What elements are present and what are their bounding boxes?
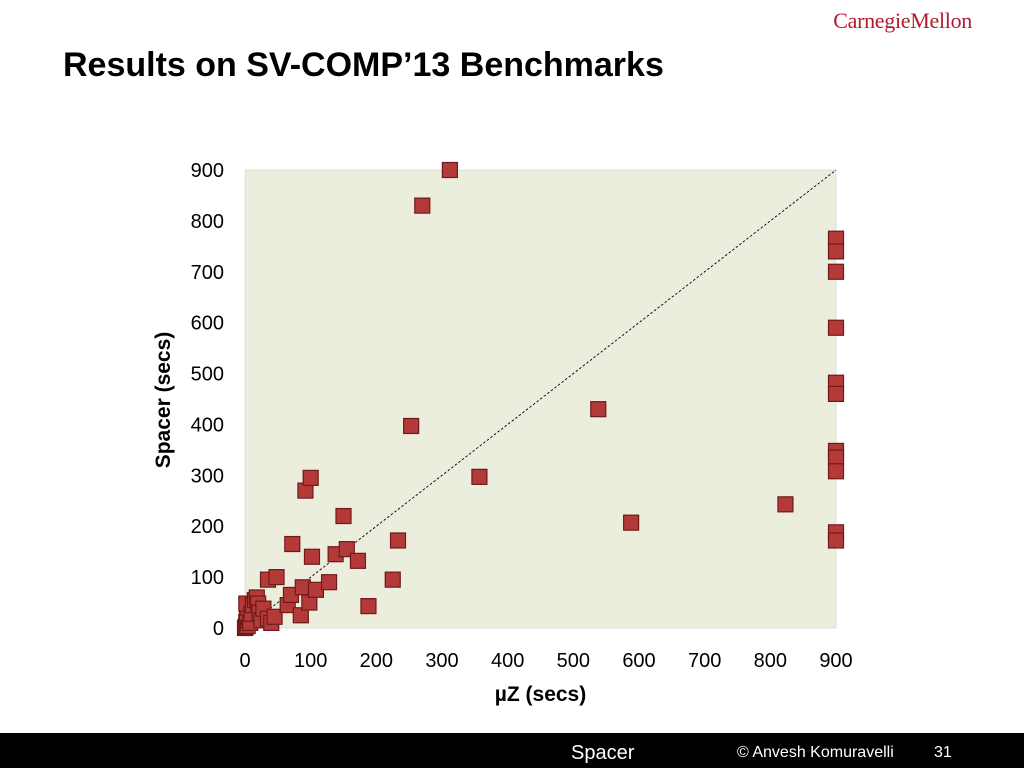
data-point	[284, 535, 301, 553]
data-point	[623, 514, 640, 531]
x-tick-label: 600	[622, 650, 655, 672]
x-tick-label: 800	[754, 650, 787, 672]
x-axis-ticks: 0 100 200 300 400 500 600 700 800 900	[239, 650, 852, 672]
data-point	[777, 496, 794, 513]
university-logo: CarnegieMellon	[833, 8, 972, 33]
y-tick-label: 400	[191, 414, 224, 436]
y-axis-ticks: 0 100 200 300 400 500 600 700 800 900	[191, 160, 224, 640]
y-tick-label: 300	[191, 465, 224, 487]
data-point	[349, 552, 367, 569]
y-tick-label: 600	[191, 313, 224, 335]
x-tick-label: 700	[688, 650, 721, 672]
data-point	[320, 574, 338, 591]
data-point	[403, 417, 420, 435]
data-point	[441, 161, 458, 179]
slide-title: Results on SV-COMP’13 Benchmarks	[63, 46, 664, 84]
data-point	[335, 507, 352, 525]
data-point	[827, 319, 845, 336]
data-point	[827, 243, 845, 260]
data-point	[292, 607, 309, 624]
diagonal-reference-line	[244, 169, 837, 629]
data-point	[471, 468, 488, 485]
y-tick-label: 200	[191, 516, 224, 538]
data-point	[827, 385, 845, 403]
footer-title: Spacer	[571, 742, 635, 764]
data-point	[827, 532, 845, 549]
data-point	[827, 263, 845, 280]
y-tick-label: 900	[191, 160, 224, 182]
x-tick-label: 0	[239, 650, 250, 672]
data-point	[414, 197, 431, 214]
x-tick-label: 300	[425, 650, 458, 672]
y-tick-label: 800	[191, 211, 224, 233]
x-axis-title: µZ (secs)	[495, 683, 586, 706]
y-axis-title: Spacer (secs)	[152, 332, 175, 469]
y-tick-label: 500	[191, 364, 224, 386]
y-tick-label: 700	[191, 262, 224, 284]
data-point	[360, 598, 377, 615]
x-tick-label: 200	[360, 650, 393, 672]
data-point	[827, 449, 845, 466]
y-tick-label: 100	[191, 567, 224, 589]
x-tick-label: 100	[294, 650, 327, 672]
x-tick-label: 400	[491, 650, 524, 672]
data-point	[827, 463, 845, 480]
data-point	[389, 532, 407, 549]
data-point	[303, 548, 321, 565]
page-number: 31	[934, 744, 952, 761]
data-point	[302, 469, 319, 486]
data-points	[236, 161, 845, 637]
x-tick-label: 900	[819, 650, 852, 672]
x-tick-label: 500	[557, 650, 590, 672]
data-point	[384, 571, 401, 588]
data-point	[590, 401, 607, 418]
data-point	[268, 569, 285, 586]
footer-copyright: © Anvesh Komuravelli	[737, 744, 894, 761]
scatter-chart: 0 100 200 300 400 500 600 700 800 900 0 100 200 300 4…	[152, 160, 853, 706]
data-point	[266, 608, 283, 625]
y-tick-label: 0	[213, 618, 224, 640]
footer-bar: Spacer © Anvesh Komuravelli 31	[0, 733, 1024, 768]
